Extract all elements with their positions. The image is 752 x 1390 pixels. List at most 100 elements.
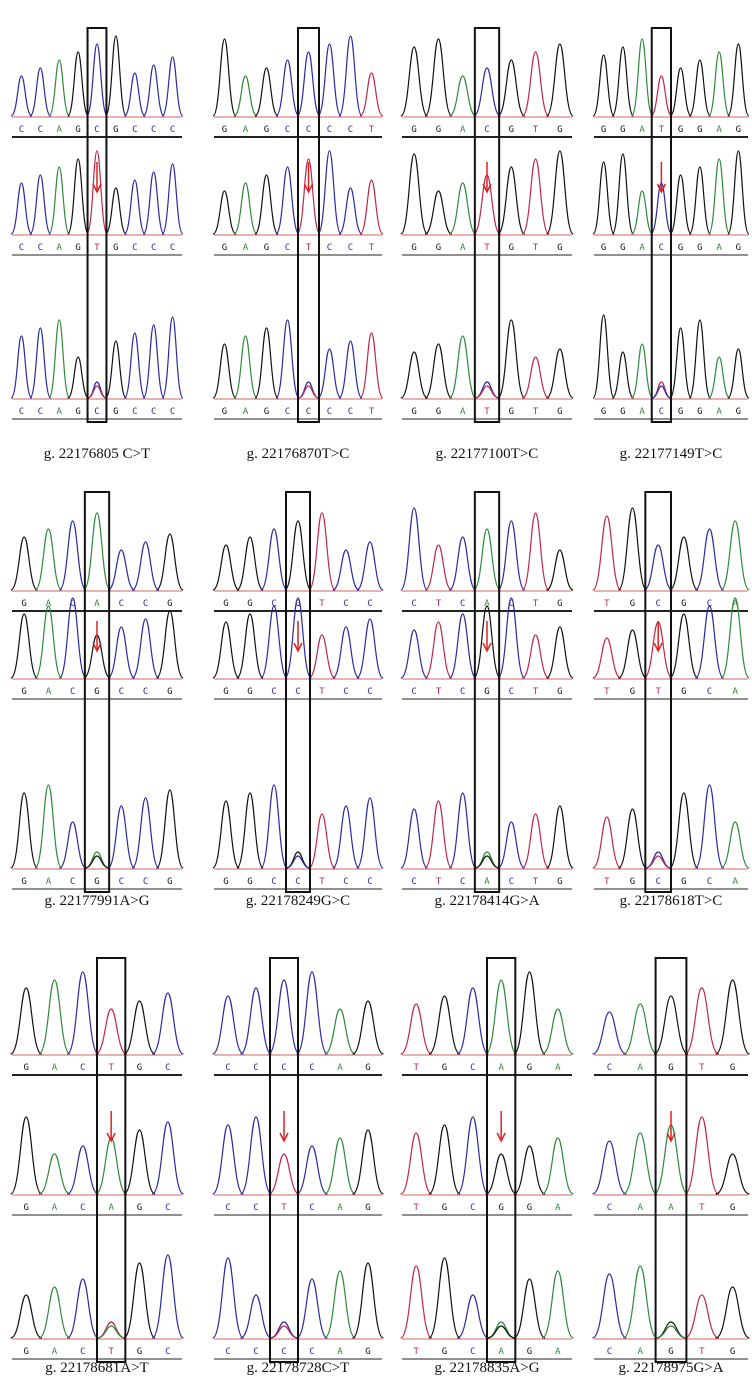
variant-box [97,958,125,1362]
chromatogram-panel: CCAGCGCCCCCAGTGCCCCCAGCGCCCg. 22176805 C… [11,28,183,462]
peak [486,1154,517,1194]
base-letter: G [557,877,562,887]
base-letter: T [369,243,375,253]
base-letter: G [223,687,228,697]
peak [339,36,362,116]
base-letter: G [557,687,562,697]
peak [593,516,621,590]
peak [542,1138,573,1194]
peak [11,183,32,234]
base-letter: C [271,687,276,697]
peak [514,1146,545,1194]
base-letter: C [707,877,712,887]
base-letter: G [681,687,686,697]
base-letter: G [247,599,252,609]
peak [695,529,723,590]
peak [11,1117,42,1194]
base-letter: G [113,125,118,135]
base-letter: A [484,877,490,887]
peak [276,320,299,398]
base-letter: G [527,1203,532,1213]
chromatogram-panel: GAGCCCCTGAGCTCCTGAGCCCCTg. 22176870T>C [213,28,383,462]
peak [689,167,710,234]
peak [429,1125,460,1194]
base-letter: G [527,1063,532,1073]
peak [67,1279,98,1338]
peak [592,1274,626,1338]
base-letter: T [533,687,539,697]
figure: CCAGCGCCCCCAGTGCCCCCAGCGCCCg. 22176805 C… [0,0,752,1390]
peak [213,545,239,590]
base-letter: C [470,1347,475,1357]
base-letter: T [436,687,442,697]
peak [425,344,452,398]
base-letter: A [555,1347,561,1357]
peak [593,638,621,678]
base-letter: T [319,599,325,609]
peak [656,1326,687,1338]
base-letter: A [637,1203,643,1213]
peak [498,521,525,590]
peak [475,386,499,398]
peak [656,1322,687,1338]
base-letter: G [21,687,26,697]
peak [124,180,145,234]
base-letter: G [681,599,686,609]
base-letter: T [533,877,539,887]
base-letter: G [222,407,227,417]
peak [59,521,86,590]
base-letter: G [442,1203,447,1213]
peak [401,154,428,234]
base-letter: G [94,877,99,887]
peak [325,1138,356,1194]
peak [237,537,263,590]
base-letter: A [57,125,63,135]
base-letter: G [21,599,26,609]
peak [542,1009,573,1054]
base-letter: C [132,407,137,417]
base-letter: A [243,243,249,253]
peak [85,856,109,868]
peak [425,622,452,678]
peak [449,793,476,868]
peak [498,320,525,398]
base-letter: C [411,687,416,697]
base-letter: C [607,1063,612,1073]
base-letter: G [436,243,441,253]
peak [297,52,320,116]
peak [716,1287,750,1338]
peak [716,980,750,1054]
peak [241,988,272,1054]
base-letter: C [132,243,137,253]
base-letter: G [113,407,118,417]
base-letter: C [225,1063,230,1073]
base-letter: T [413,1203,419,1213]
peak [457,988,488,1054]
base-letter: C [165,1203,170,1213]
base-letter: G [411,243,416,253]
peak [261,529,287,590]
base-letter: G [620,125,625,135]
peak [612,352,633,398]
peak [286,852,310,868]
peak [547,44,574,116]
peak [360,73,383,116]
peak [670,614,698,678]
base-letter: C [460,687,465,697]
peak [39,1154,70,1194]
peak [353,1001,384,1054]
peak [670,537,698,590]
peak [152,1122,183,1194]
base-letter: G [222,243,227,253]
base-letter: A [243,125,249,135]
peak [652,386,671,398]
base-letter: A [498,1347,504,1357]
base-letter: G [365,1203,370,1213]
peak [498,822,525,868]
peak [213,344,236,398]
peak [593,162,614,234]
peak [339,341,362,398]
peak [618,809,646,868]
peak [401,1004,432,1054]
peak [651,76,672,116]
